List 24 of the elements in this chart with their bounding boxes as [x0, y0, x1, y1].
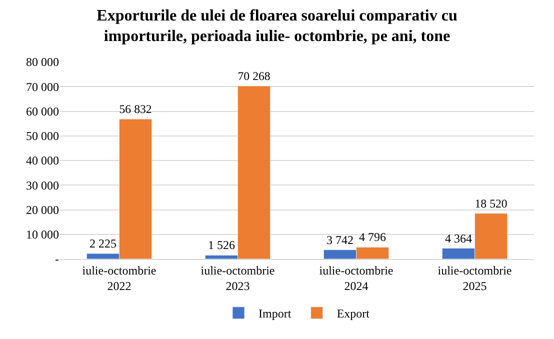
y-tick-label: 40 000 [26, 154, 59, 168]
chart-title: Exporturile de ulei de floarea soarelui comparativ cu importurile, perioada iulie- octombrie, pe ani, tone [96, 7, 458, 46]
data-label: 2 225 [89, 236, 116, 251]
x-tick-label: iulie-octombrie 2025 [438, 263, 512, 293]
y-tick-label: 50 000 [26, 129, 59, 144]
x-tick-label: iulie-octombrie 2023 [200, 263, 275, 293]
y-tick-label: 80 000 [26, 55, 59, 70]
y-tick-label: 20 000 [26, 202, 59, 217]
legend-label: Export [336, 306, 370, 321]
data-label: 18 520 [474, 196, 508, 210]
data-label: 4 796 [359, 230, 386, 244]
y-tick-label: - [55, 252, 59, 266]
data-label: 1 526 [208, 238, 235, 252]
x-tick-label: iulie-octombrie 2022 [82, 263, 156, 293]
legend-label: Import [258, 306, 292, 321]
y-tick-label: 10 000 [26, 228, 59, 242]
y-tick-label: 70 000 [26, 80, 59, 94]
x-tick-label: iulie-octombrie 2024 [319, 263, 394, 293]
y-tick-label: 30 000 [26, 178, 59, 192]
y-tick-label: 60 000 [26, 104, 59, 118]
data-label: 4 364 [444, 231, 472, 246]
data-label: 70 268 [238, 69, 270, 84]
data-label: 56 832 [119, 102, 152, 116]
data-label: 3 742 [326, 232, 354, 247]
